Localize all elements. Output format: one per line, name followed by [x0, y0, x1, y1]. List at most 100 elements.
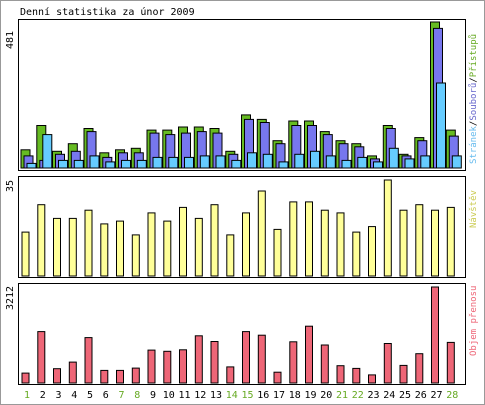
x-tick-label: 15	[241, 390, 253, 401]
pages-bar	[73, 159, 84, 169]
kbytes-bar	[289, 341, 298, 384]
legend-files: Souborů	[468, 83, 479, 121]
kbytes-bar	[320, 344, 329, 384]
legend-hits: Přístupů	[468, 34, 479, 77]
x-tick-label: 3	[55, 390, 61, 401]
x-tick-label: 6	[103, 390, 109, 401]
kbytes-bar	[21, 372, 30, 384]
hits-legend: Stránek/Souborů/Přístupů	[468, 34, 479, 164]
x-tick-label: 8	[134, 390, 140, 401]
kbytes-bar	[68, 361, 77, 384]
x-tick-label: 19	[304, 390, 316, 401]
pages-bar	[420, 155, 431, 169]
kbytes-bar	[179, 349, 187, 384]
visits-bar	[37, 204, 46, 277]
pages-bar	[184, 156, 194, 169]
visits-bar	[352, 231, 361, 277]
x-tick-label: 13	[210, 390, 222, 401]
visits-bar	[336, 212, 345, 277]
pages-bar	[199, 155, 210, 169]
x-tick-label: 25	[399, 390, 411, 401]
visits-bar	[131, 234, 140, 277]
visits-bar	[242, 212, 250, 277]
pages-bar	[436, 82, 446, 169]
x-tick-label: 16	[257, 390, 269, 401]
visits-legend: Návštěv	[468, 190, 479, 228]
x-tick-label: 17	[273, 390, 285, 401]
x-tick-label: 4	[71, 390, 77, 401]
kbytes-bar	[242, 331, 250, 384]
kbytes-bar	[431, 286, 439, 384]
legend-separator: /	[469, 121, 479, 126]
visits-bar	[116, 220, 124, 277]
kbytes-bar	[84, 337, 93, 384]
visits-bar	[147, 212, 156, 277]
pages-bar	[404, 158, 415, 169]
visits-bar	[368, 226, 376, 277]
kbytes-bar	[273, 371, 282, 384]
pages-bar	[388, 147, 399, 169]
x-tick-label: 14	[226, 390, 238, 401]
visits-bar	[305, 201, 313, 277]
x-tick-label: 18	[289, 390, 301, 401]
kbytes-bar	[194, 335, 203, 384]
kbytes-bar	[399, 364, 408, 384]
visits-bar	[289, 201, 298, 277]
x-tick-label: 2	[40, 390, 46, 401]
pages-bar	[105, 161, 116, 169]
x-tick-label: 5	[87, 390, 93, 401]
visits-bar	[100, 223, 109, 277]
visits-bar	[163, 220, 172, 277]
legend-pages: Stránek	[469, 125, 479, 164]
visits-bar	[257, 190, 266, 277]
kbytes-bar	[210, 341, 219, 384]
visits-bar	[273, 228, 282, 277]
x-tick-label: 21	[336, 390, 348, 401]
x-tick-label: 20	[320, 390, 332, 401]
kbytes-legend: Objem přenosu	[469, 286, 479, 356]
pages-bar	[26, 162, 37, 169]
visits-bar	[194, 217, 203, 277]
x-tick-label: 10	[163, 390, 175, 401]
kbytes-bar	[131, 367, 140, 384]
visits-bar	[415, 204, 424, 277]
x-tick-label: 7	[118, 390, 124, 401]
kbytes-bar	[257, 334, 266, 384]
pages-bar	[136, 159, 147, 169]
kbytes-bar	[415, 353, 424, 384]
pages-bar	[152, 156, 163, 169]
kbytes-bar	[352, 367, 361, 384]
pages-bar	[278, 161, 289, 169]
x-tick-label: 1	[24, 390, 30, 401]
pages-bar	[231, 159, 242, 169]
pages-bar	[58, 159, 68, 169]
kbytes-bar	[383, 343, 392, 384]
kbytes-bar	[368, 374, 376, 384]
visits-max-label: 35	[5, 180, 16, 192]
pages-bar	[325, 155, 336, 169]
x-tick-label: 26	[415, 390, 427, 401]
bars-layer	[20, 21, 462, 384]
kbytes-bar	[116, 369, 124, 384]
kbytes-bar	[147, 349, 156, 384]
kbytes-bar	[53, 368, 61, 384]
kbytes-bar	[446, 341, 455, 384]
visits-bar	[179, 206, 187, 277]
visits-bar	[21, 231, 30, 277]
legend-separator: /	[469, 77, 479, 82]
pages-bar	[247, 152, 257, 169]
visits-bar	[53, 217, 61, 277]
x-tick-label: 28	[446, 390, 458, 401]
pages-bar	[262, 153, 273, 169]
x-tick-label: 22	[352, 390, 364, 401]
pages-bar	[168, 156, 179, 169]
visits-bar	[210, 204, 219, 277]
visits-bar	[68, 217, 77, 277]
x-tick-label: 23	[367, 390, 379, 401]
kbytes-bar	[305, 325, 313, 384]
x-tick-label: 27	[430, 390, 442, 401]
visits-bar	[226, 234, 235, 277]
kbytes-bar	[100, 369, 109, 384]
kbytes-max-label: 3212	[5, 286, 16, 310]
